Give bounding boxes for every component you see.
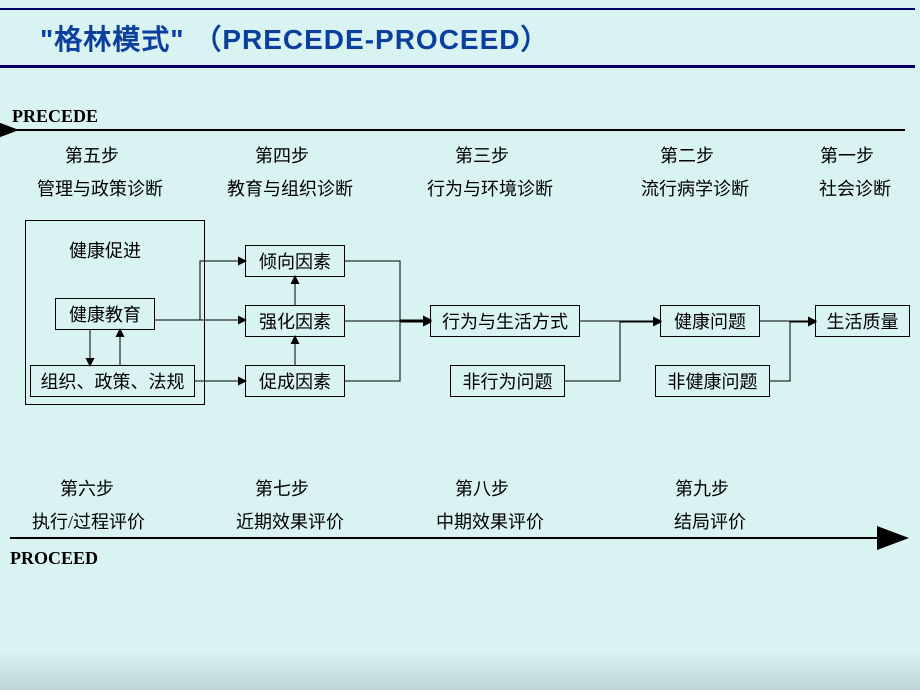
node-non_behavior: 非行为问题 (450, 365, 565, 397)
top-step-2: 第三步 (455, 142, 509, 168)
node-non_health: 非健康问题 (655, 365, 770, 397)
title-bar: "格林模式" （PRECEDE-PROCEED） (0, 8, 915, 68)
top-step-1: 第四步 (255, 142, 309, 168)
top-step-0: 第五步 (65, 142, 119, 168)
top-step-3: 第二步 (660, 142, 714, 168)
node-org_policy: 组织、政策、法规 (30, 365, 195, 397)
page-title: "格林模式" （PRECEDE-PROCEED） (40, 18, 550, 58)
bottom-step-3: 第九步 (675, 475, 729, 501)
top-step-sub-4: 社会诊断 (819, 175, 891, 201)
node-health_promo: 健康促进 (55, 235, 155, 265)
node-enable: 促成因素 (245, 365, 345, 397)
proceed-label: PROCEED (10, 548, 98, 569)
node-health_edu: 健康教育 (55, 298, 155, 330)
top-step-sub-1: 教育与组织诊断 (227, 175, 353, 201)
node-reinforce: 强化因素 (245, 305, 345, 337)
top-step-sub-2: 行为与环境诊断 (427, 175, 553, 201)
top-step-sub-0: 管理与政策诊断 (37, 175, 163, 201)
bottom-step-1: 第七步 (255, 475, 309, 501)
bottom-step-sub-0: 执行/过程评价 (32, 508, 145, 534)
node-qol: 生活质量 (815, 305, 910, 337)
bottom-step-sub-3: 结局评价 (674, 508, 746, 534)
top-step-sub-3: 流行病学诊断 (641, 175, 749, 201)
bottom-step-sub-2: 中期效果评价 (436, 508, 544, 534)
slide-bottom-shadow (0, 650, 920, 690)
bottom-step-2: 第八步 (455, 475, 509, 501)
precede-label: PRECEDE (12, 106, 98, 127)
node-health_problem: 健康问题 (660, 305, 760, 337)
node-predispose: 倾向因素 (245, 245, 345, 277)
bottom-step-sub-1: 近期效果评价 (236, 508, 344, 534)
bottom-step-0: 第六步 (60, 475, 114, 501)
top-step-4: 第一步 (820, 142, 874, 168)
node-behavior: 行为与生活方式 (430, 305, 580, 337)
